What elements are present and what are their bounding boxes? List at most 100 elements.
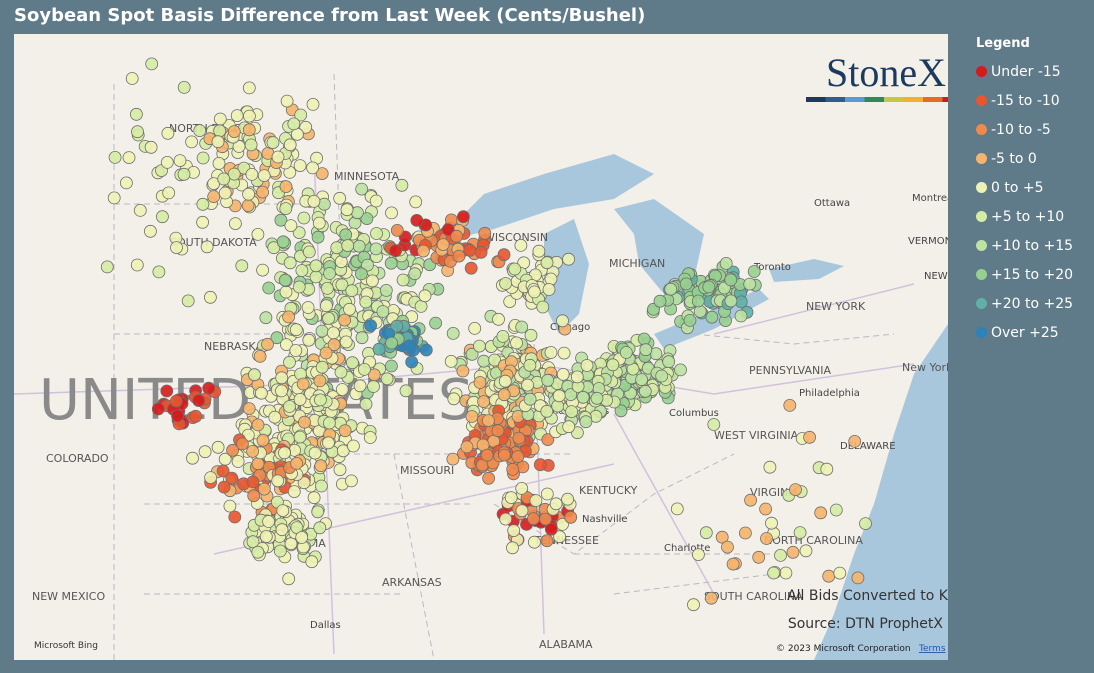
data-point (276, 504, 290, 518)
data-point (418, 289, 432, 303)
region-label: MISSOURI (400, 464, 454, 477)
data-point (333, 191, 347, 205)
data-point (774, 549, 787, 562)
data-point (283, 256, 297, 270)
data-point (637, 332, 651, 346)
data-point (218, 186, 232, 200)
data-point (230, 109, 244, 122)
region-label: MINNESOTA (334, 170, 400, 183)
data-point (783, 398, 797, 412)
data-point (271, 474, 285, 488)
data-point (765, 516, 778, 530)
legend-swatch (976, 269, 987, 280)
legend-swatch (976, 182, 987, 193)
data-point (514, 238, 528, 252)
data-point (499, 277, 513, 290)
data-point (261, 337, 274, 351)
data-point (196, 151, 210, 165)
data-point (341, 239, 355, 253)
data-point (293, 159, 307, 173)
data-point (293, 393, 307, 406)
data-point (384, 359, 398, 373)
data-point (161, 126, 175, 140)
data-point (482, 471, 496, 485)
data-point (357, 362, 371, 376)
legend-item: +20 to +25 (976, 289, 1073, 318)
region-label: COLORADO (46, 452, 109, 465)
data-point (498, 374, 512, 388)
data-point (565, 405, 578, 419)
data-point (465, 410, 479, 423)
city-label: Philadelphia (799, 388, 860, 399)
data-point (259, 311, 273, 325)
lake-huron (614, 199, 704, 294)
terms-link[interactable]: Terms (918, 644, 946, 654)
data-point (162, 186, 176, 200)
data-point (283, 138, 297, 152)
data-point (553, 530, 566, 544)
legend-item: -10 to -5 (976, 115, 1073, 144)
data-point (333, 463, 347, 477)
lake-michigan (544, 219, 589, 334)
water (434, 154, 948, 660)
data-point (786, 545, 800, 559)
data-point (367, 380, 380, 393)
city-label: Ottawa (814, 198, 850, 209)
data-point (295, 531, 309, 544)
data-point (532, 244, 546, 258)
data-point (213, 124, 227, 138)
legend-swatch (976, 327, 987, 338)
data-point (506, 541, 519, 555)
data-point (492, 312, 505, 326)
data-point (338, 313, 352, 327)
map[interactable]: NORTH DAKOTAMINNESOTASOUTH DAKOTAWISCONS… (14, 34, 948, 660)
data-point (515, 504, 529, 518)
data-point (851, 571, 865, 585)
data-point (185, 135, 199, 149)
data-point (674, 363, 687, 377)
region-label: New York (902, 361, 948, 374)
data-point (211, 440, 225, 454)
data-point (456, 210, 470, 224)
data-point (223, 499, 237, 513)
data-point (497, 248, 511, 262)
data-point (719, 256, 733, 270)
data-point (278, 446, 291, 460)
data-point (760, 532, 773, 545)
data-point (189, 409, 203, 423)
data-point (246, 444, 260, 458)
data-point (308, 446, 322, 460)
data-point (403, 339, 416, 353)
data-point (570, 370, 584, 384)
data-point (278, 273, 292, 287)
data-point (295, 264, 309, 277)
data-point (242, 123, 256, 137)
region-label: SOUTH CAROLINA (704, 590, 803, 603)
data-point (464, 261, 478, 275)
data-point (204, 471, 218, 485)
data-point (619, 346, 633, 359)
data-point (452, 249, 466, 263)
data-point (552, 389, 566, 403)
legend-label: Over +25 (991, 324, 1059, 341)
region-label: NORTH CAROLINA (764, 534, 863, 547)
data-point (385, 336, 399, 350)
legend-swatch (976, 95, 987, 106)
data-point (506, 462, 520, 476)
data-point (579, 415, 593, 429)
data-point (515, 320, 529, 334)
region-label: NEBRASKA (204, 340, 263, 353)
data-point (216, 464, 230, 478)
data-point (410, 213, 424, 227)
data-point (287, 117, 301, 131)
data-point (576, 390, 590, 404)
region-label: MICHIGAN (609, 257, 665, 270)
data-point (779, 566, 793, 580)
data-point (699, 526, 713, 540)
data-point (536, 300, 550, 314)
logo-bar (884, 97, 904, 102)
data-point (130, 258, 144, 272)
data-point (571, 426, 584, 440)
data-point (396, 273, 410, 287)
data-point (499, 512, 513, 526)
